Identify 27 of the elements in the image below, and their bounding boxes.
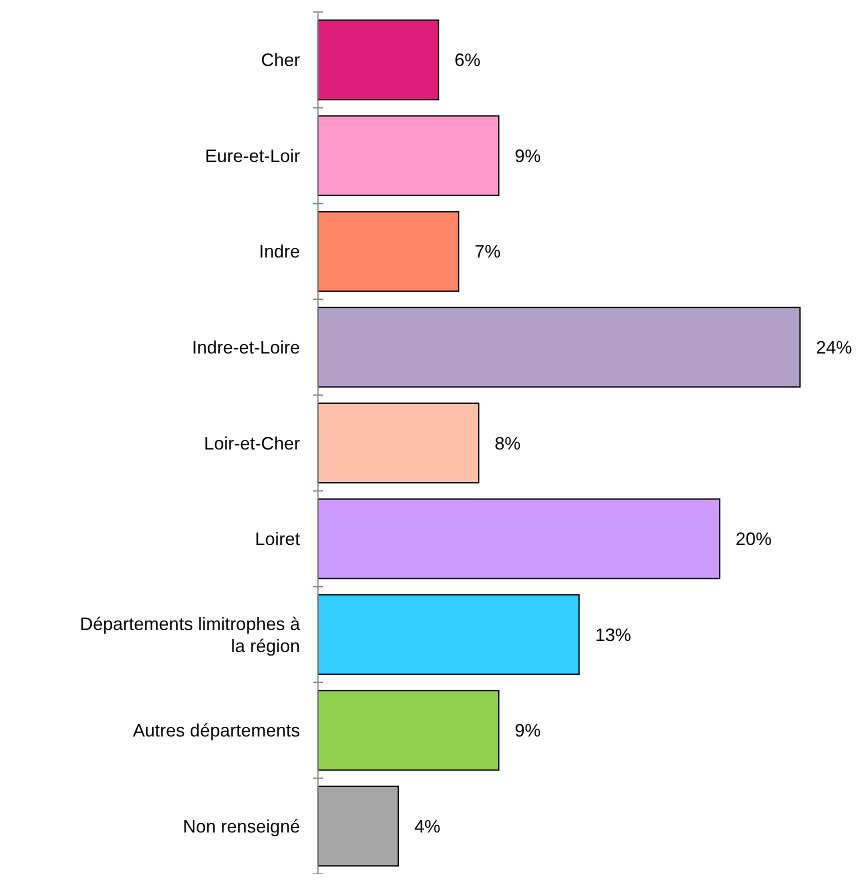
data-label: 20%	[736, 529, 772, 550]
y-tick-label: Indre	[258, 242, 300, 262]
y-tick-label: Eure-et-Loir	[204, 146, 300, 166]
data-label: 24%	[816, 338, 852, 358]
y-tick-label: Autres départements	[132, 720, 300, 741]
y-tick-label: Non renseigné	[182, 816, 300, 836]
data-label: 13%	[595, 624, 632, 645]
y-tick-label: Départements limitrophes à la région	[80, 614, 301, 656]
bar	[317, 115, 500, 196]
y-tick-label: Loiret	[254, 529, 300, 550]
y-tick-label: Loir-et-Cher	[204, 433, 300, 454]
bar	[317, 211, 460, 292]
bar	[317, 498, 720, 580]
y-tick-label: Cher	[260, 50, 300, 70]
data-label: 9%	[514, 720, 541, 741]
data-label: 7%	[474, 242, 501, 262]
y-tick-label: Indre-et-Loire	[192, 338, 300, 358]
bar	[317, 306, 801, 388]
bar	[317, 402, 480, 484]
data-label: 8%	[494, 433, 521, 454]
data-label: 4%	[414, 816, 440, 836]
bar	[317, 786, 399, 867]
data-label: 9%	[514, 146, 541, 166]
data-label: 6%	[454, 50, 481, 70]
bar	[317, 19, 440, 100]
bar	[317, 594, 580, 675]
bar	[317, 690, 500, 771]
